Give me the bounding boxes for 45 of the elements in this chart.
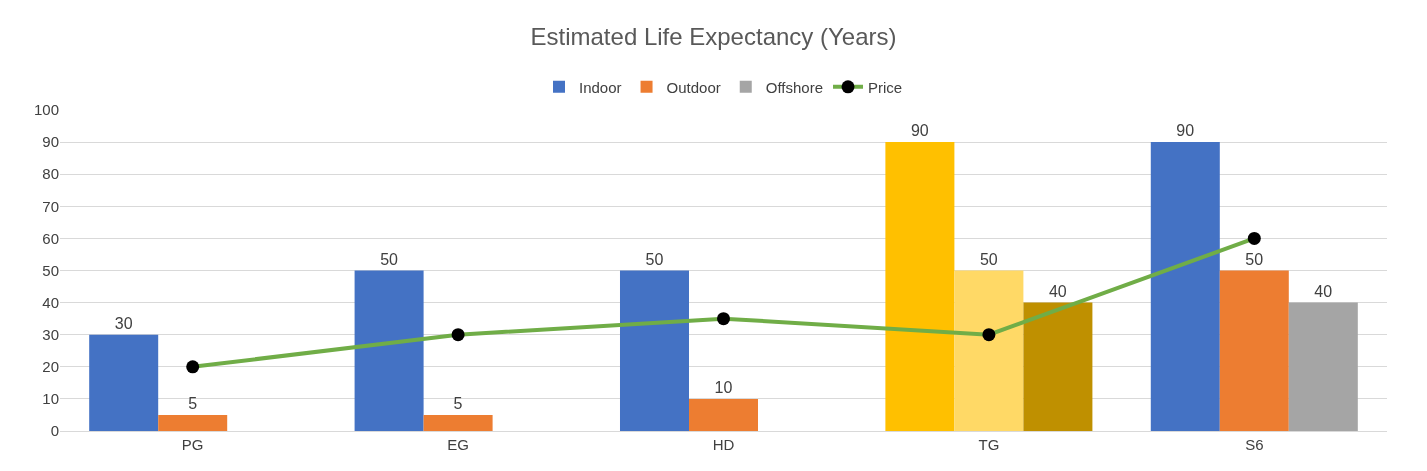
bar <box>885 142 955 431</box>
bar <box>619 270 689 431</box>
legend-label: Indoor <box>579 78 622 96</box>
bar <box>1150 142 1220 431</box>
data-label: 40 <box>1048 282 1067 300</box>
data-label: 50 <box>979 250 998 268</box>
y-tick-label: 90 <box>42 133 59 151</box>
bar <box>423 414 493 431</box>
data-label: 90 <box>910 122 929 140</box>
data-label: 40 <box>1314 282 1333 300</box>
x-tick-label: EG <box>447 436 469 453</box>
bar <box>689 398 758 431</box>
y-tick-label: 60 <box>42 229 59 247</box>
x-tick-label: S6 <box>1245 436 1264 453</box>
y-tick-label: 40 <box>42 293 59 311</box>
x-tick-label: PG <box>181 436 204 453</box>
y-tick-label: 30 <box>42 325 59 343</box>
data-label: 50 <box>380 250 399 268</box>
data-label: 30 <box>114 314 133 332</box>
bar <box>354 270 424 431</box>
y-tick-label: 0 <box>50 422 59 440</box>
bar <box>89 334 159 431</box>
y-tick-label: 100 <box>33 101 59 119</box>
data-label: 5 <box>188 394 198 412</box>
data-label: 90 <box>1176 122 1195 140</box>
data-label: 10 <box>714 378 733 396</box>
bar <box>1023 302 1093 431</box>
chart-title: Estimated Life Expectancy (Years) <box>530 23 897 51</box>
legend-label: Price <box>868 78 903 96</box>
legend-label: Offshore <box>765 78 824 96</box>
bar <box>1219 270 1289 431</box>
y-tick-label: 50 <box>42 261 59 279</box>
bar <box>1288 302 1358 431</box>
data-label: 50 <box>645 250 664 268</box>
bar <box>158 414 228 431</box>
y-tick-label: 20 <box>42 358 59 376</box>
legend-label: Outdoor <box>666 78 721 96</box>
data-label: 50 <box>1245 250 1264 268</box>
y-tick-label: 70 <box>42 197 59 215</box>
y-tick-label: 80 <box>42 165 59 183</box>
bar <box>954 270 1024 431</box>
y-tick-label: 10 <box>42 390 59 408</box>
data-label: 5 <box>453 394 463 412</box>
x-tick-label: HD <box>712 436 735 453</box>
x-tick-label: TG <box>978 436 1000 453</box>
